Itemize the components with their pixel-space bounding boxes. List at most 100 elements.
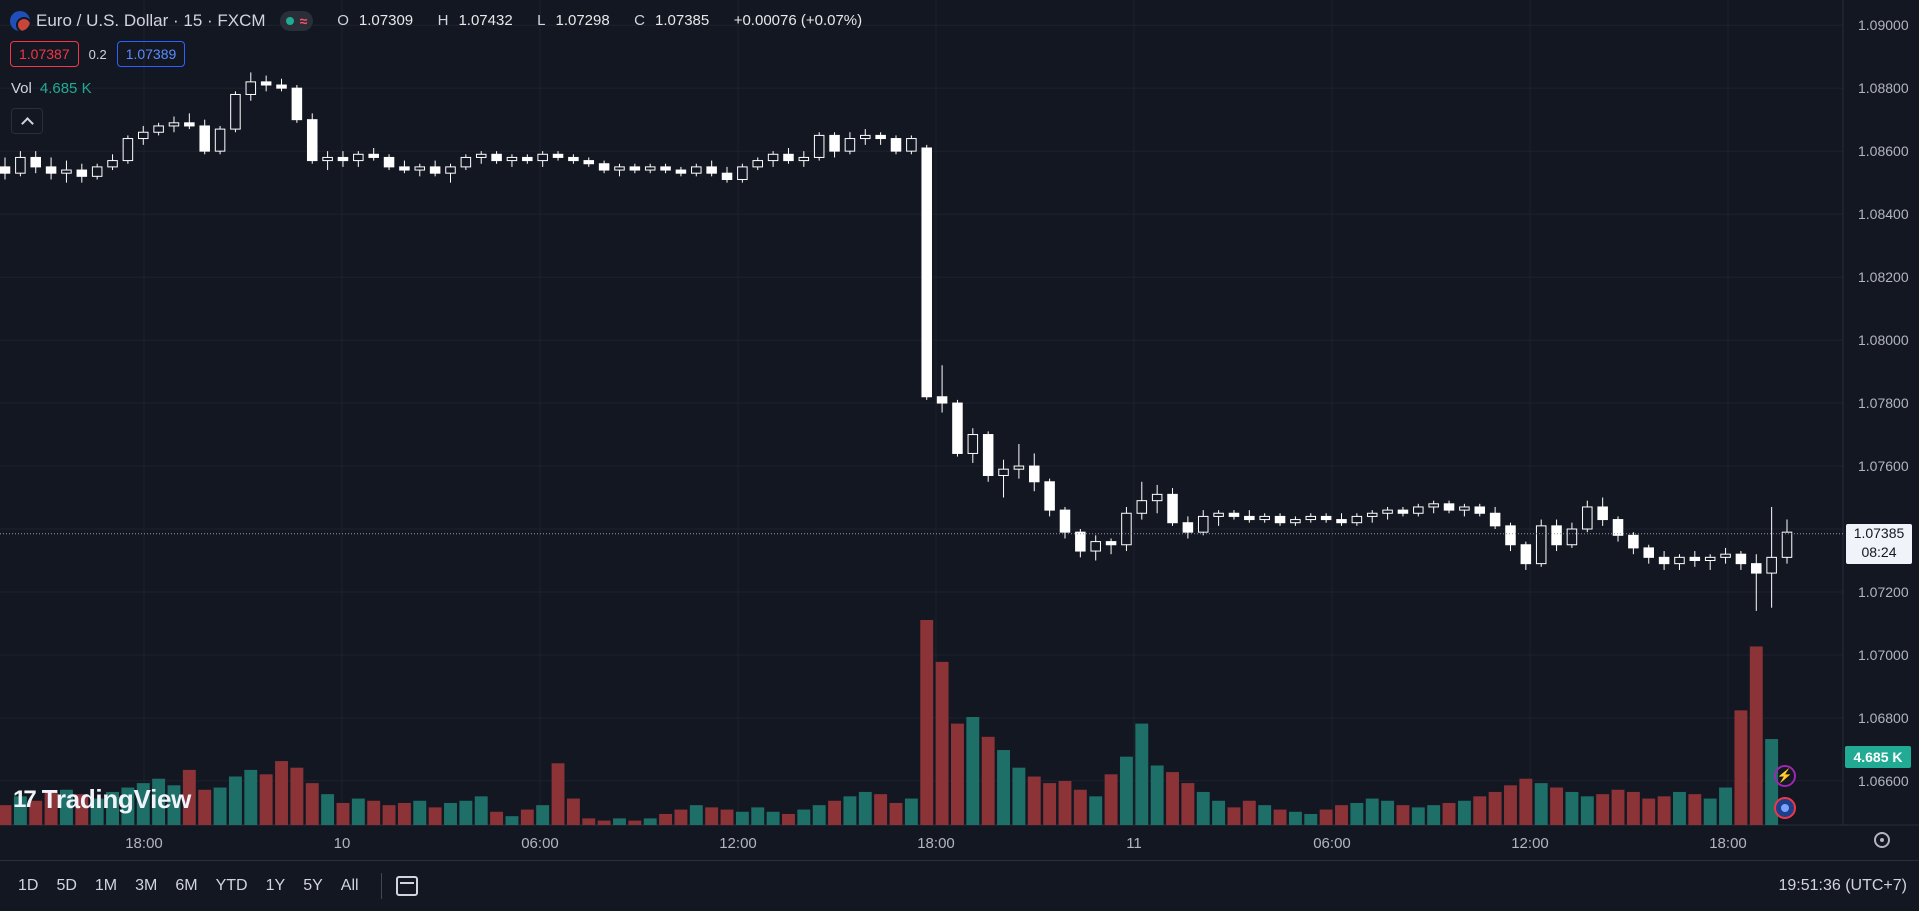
time-tick-label: 18:00 bbox=[917, 835, 955, 852]
candle-body bbox=[414, 166, 426, 171]
candle-body bbox=[1720, 553, 1731, 558]
tradingview-logo[interactable]: 17 TradingView bbox=[13, 784, 191, 815]
candle-body bbox=[230, 93, 241, 130]
candle-body bbox=[1290, 519, 1301, 524]
price-tick-label: 1.09000 bbox=[1858, 17, 1909, 33]
range-1m[interactable]: 1M bbox=[94, 877, 118, 894]
candle-body bbox=[1197, 515, 1209, 533]
candle-body bbox=[1704, 556, 1716, 561]
volume-bar bbox=[244, 769, 258, 825]
close-value: 1.07385 bbox=[655, 12, 710, 29]
calendar-icon[interactable] bbox=[395, 876, 418, 896]
volume-bar bbox=[1135, 723, 1149, 825]
volume-bar bbox=[551, 763, 565, 825]
candle-body bbox=[1090, 541, 1101, 552]
candle-body bbox=[583, 160, 595, 165]
toolbar-divider bbox=[380, 873, 382, 899]
volume-bar bbox=[843, 796, 857, 825]
bottom-toolbar: 1D 5D 1M 3M 6M YTD 1Y 5Y All 19:51:36 (U… bbox=[0, 860, 1919, 911]
price-tick-label: 1.07800 bbox=[1858, 395, 1909, 411]
candle-body bbox=[644, 166, 656, 171]
candle-body bbox=[1474, 506, 1486, 514]
symbol-title[interactable]: Euro / U.S. Dollar · 15 · FXCM bbox=[36, 11, 266, 30]
volume-bar bbox=[1027, 776, 1041, 825]
volume-bar bbox=[1626, 791, 1640, 825]
time-tick-label: 10 bbox=[334, 835, 351, 852]
volume-bar bbox=[1381, 800, 1395, 825]
price-tick-label: 1.07000 bbox=[1858, 647, 1909, 663]
volume-bar bbox=[874, 794, 888, 825]
volume-bar bbox=[643, 818, 657, 825]
volume-bar bbox=[1227, 807, 1241, 825]
candle-body bbox=[30, 156, 41, 168]
volume-bar bbox=[1365, 798, 1379, 825]
sell-button[interactable]: 1.07387 bbox=[10, 41, 79, 67]
candle-body bbox=[1582, 506, 1593, 530]
volume-bar bbox=[152, 778, 166, 825]
candle-body bbox=[706, 166, 717, 174]
volume-bar bbox=[1058, 780, 1072, 825]
volume-bar bbox=[1119, 756, 1133, 825]
range-3m[interactable]: 3M bbox=[135, 877, 158, 894]
candle-body bbox=[1597, 506, 1608, 521]
price-tick-label: 1.08000 bbox=[1858, 332, 1909, 348]
range-5d[interactable]: 5D bbox=[56, 877, 77, 894]
time-tick-label: 18:00 bbox=[125, 835, 163, 852]
market-status[interactable]: ≈ bbox=[279, 11, 314, 31]
candle-body bbox=[107, 160, 118, 168]
volume-bar bbox=[290, 767, 304, 825]
open-key: O bbox=[337, 12, 349, 29]
candle-body bbox=[1643, 547, 1655, 558]
candle-body bbox=[1228, 512, 1240, 517]
time-axis[interactable]: 18:00 10 06:00 12:00 18:00 11 06:00 12:00 18:00 bbox=[125, 835, 1747, 852]
range-5y[interactable]: 5Y bbox=[303, 877, 323, 894]
low-key: L bbox=[537, 12, 546, 29]
candle-body bbox=[1244, 515, 1255, 521]
candle-body bbox=[1674, 556, 1685, 565]
candle-body bbox=[76, 169, 88, 177]
status-dot-icon bbox=[285, 17, 294, 25]
volume-bar bbox=[566, 798, 580, 825]
candle-body bbox=[1013, 465, 1025, 470]
gear-icon[interactable] bbox=[1874, 832, 1890, 848]
volume-bar bbox=[321, 794, 335, 825]
volume-bar bbox=[275, 761, 288, 825]
collapse-legend-button[interactable] bbox=[11, 108, 43, 134]
candle-body bbox=[675, 169, 687, 174]
volume-bar bbox=[474, 796, 488, 825]
price-axis[interactable]: 1.066001.068001.070001.072001.074001.076… bbox=[1858, 17, 1909, 789]
flag-icon bbox=[10, 11, 30, 31]
volume-legend[interactable]: Vol 4.685 K bbox=[11, 80, 92, 97]
buy-button[interactable]: 1.07389 bbox=[116, 41, 186, 67]
range-ytd[interactable]: YTD bbox=[215, 877, 248, 894]
range-all[interactable]: All bbox=[340, 877, 359, 894]
volume-bar bbox=[1488, 791, 1502, 825]
candle-body bbox=[1489, 512, 1501, 527]
volume-bar bbox=[106, 791, 119, 825]
price-tick-label: 1.07200 bbox=[1858, 584, 1909, 600]
time-tick-label: 06:00 bbox=[1313, 835, 1351, 852]
candle-body bbox=[1566, 528, 1578, 546]
range-1y[interactable]: 1Y bbox=[265, 877, 286, 894]
clock[interactable]: 19:51:36 (UTC+7) bbox=[1778, 877, 1907, 894]
volume-value: 4.685 K bbox=[39, 80, 92, 97]
volume-bar bbox=[1012, 767, 1026, 825]
event-flag-icon[interactable] bbox=[1774, 797, 1796, 819]
volume-bar bbox=[1719, 787, 1733, 825]
candle-body bbox=[1443, 503, 1455, 511]
price-chart[interactable]: 1.066001.068001.070001.072001.074001.076… bbox=[0, 0, 1919, 860]
candle-body bbox=[813, 134, 825, 158]
candle-body bbox=[1382, 509, 1393, 514]
candles bbox=[0, 72, 1793, 611]
volume-bar bbox=[1749, 646, 1763, 825]
volume-bar bbox=[1319, 809, 1333, 825]
time-tick-label: 06:00 bbox=[521, 835, 559, 852]
volume-bar bbox=[828, 800, 842, 825]
lightning-icon[interactable]: ⚡ bbox=[1774, 765, 1796, 787]
range-1d[interactable]: 1D bbox=[18, 877, 39, 894]
low-value: 1.07298 bbox=[555, 12, 610, 29]
candle-body bbox=[353, 153, 364, 162]
volume-bar bbox=[1565, 791, 1579, 825]
volume-bar bbox=[935, 661, 949, 825]
range-6m[interactable]: 6M bbox=[175, 877, 198, 894]
